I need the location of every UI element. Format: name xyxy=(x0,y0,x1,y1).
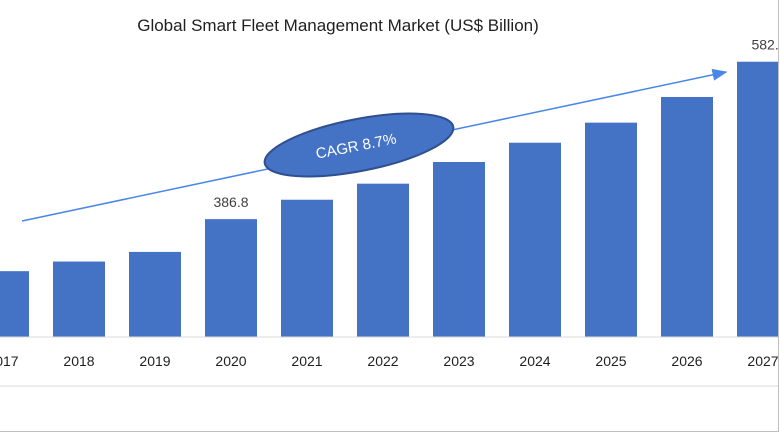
x-tick-labels: 2017 2018 2019 2020 2021 2022 2023 2024 2025 2026… xyxy=(0,353,778,369)
x-tick-2021: 2021 xyxy=(291,353,322,369)
bar-2027 xyxy=(737,61,778,337)
bar-2022 xyxy=(357,183,409,337)
bar-2017 xyxy=(0,271,29,337)
data-label-2027: 582.9 xyxy=(751,37,778,53)
bar-2020 xyxy=(205,219,257,337)
chart-title: Global Smart Fleet Management Market (US… xyxy=(137,16,539,35)
x-tick-2022: 2022 xyxy=(367,353,398,369)
bar-2026 xyxy=(661,96,713,337)
x-tick-2026: 2026 xyxy=(671,353,702,369)
data-labels: 386.8 582.9 xyxy=(213,37,778,210)
bar-2018 xyxy=(53,261,105,337)
x-tick-2024: 2024 xyxy=(519,353,550,369)
bar-2025 xyxy=(585,122,637,338)
x-tick-2017: 2017 xyxy=(0,353,19,369)
bars-group xyxy=(0,61,778,338)
x-tick-2020: 2020 xyxy=(215,353,246,369)
x-tick-2027: 2027 xyxy=(747,353,778,369)
x-tick-2023: 2023 xyxy=(443,353,474,369)
bar-2021 xyxy=(281,199,333,337)
bar-2023 xyxy=(433,161,485,337)
x-tick-2019: 2019 xyxy=(139,353,170,369)
data-label-2020: 386.8 xyxy=(213,194,248,210)
bar-2024 xyxy=(509,142,561,337)
x-tick-2025: 2025 xyxy=(595,353,626,369)
x-tick-2018: 2018 xyxy=(63,353,94,369)
cagr-badge xyxy=(263,112,455,178)
bar-chart: 2017 2018 2019 2020 2021 2022 2023 2024 2025 2026… xyxy=(0,37,778,387)
bar-2019 xyxy=(129,251,181,337)
